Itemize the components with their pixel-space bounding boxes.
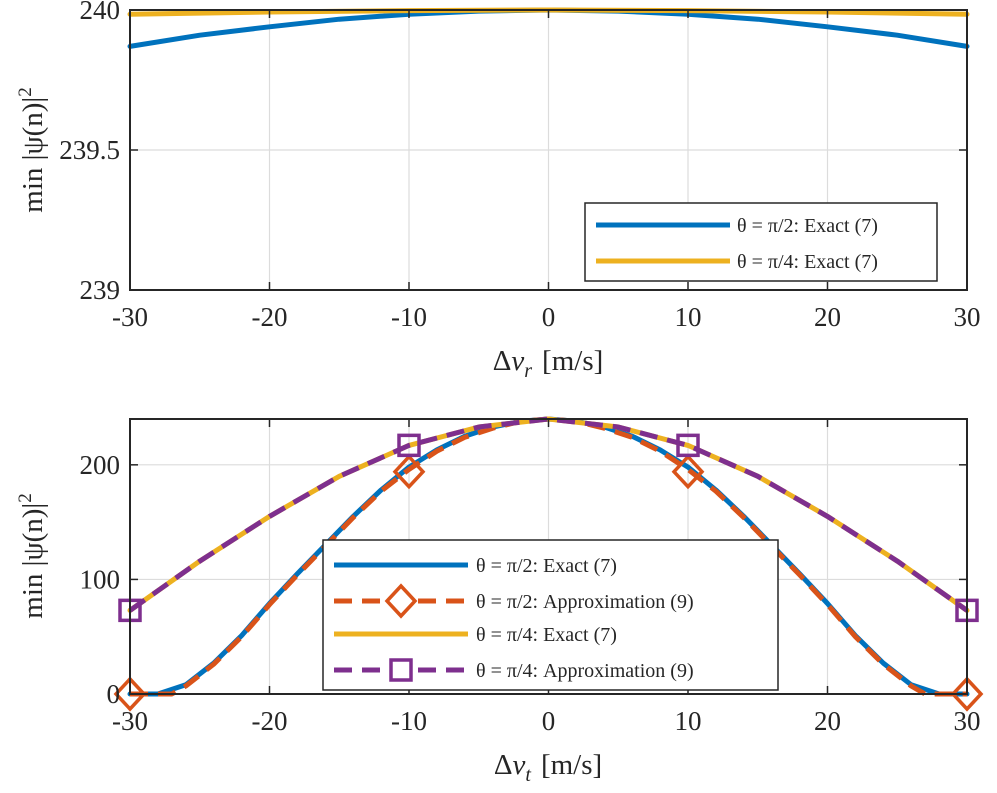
- bottom-ytick-label-1: 100: [80, 564, 121, 594]
- bottom-legend-label-0: θ = π/2: Exact (7): [476, 555, 617, 577]
- bottom-markers-group: [113, 433, 984, 712]
- top-ticks: -30 -20 -10 0 10 20 30 239 239.5 240: [59, 0, 980, 332]
- top-ytick-label-0: 239: [80, 275, 121, 305]
- bottom-marker-diamond-2: [671, 454, 705, 490]
- top-legend-label-0: θ = π/2: Exact (7): [737, 215, 878, 237]
- bottom-xlabel-delta: Δ: [494, 749, 513, 781]
- bottom-xlabel-var: v: [513, 749, 526, 781]
- bottom-ticks: -30 -20 -10 0 10 20 30 0 100 200: [80, 419, 981, 736]
- bottom-legend-label-2: θ = π/4: Exact (7): [476, 624, 617, 646]
- bottom-xtick-label-5: 20: [814, 706, 841, 736]
- bottom-xtick-label-1: -20: [252, 706, 288, 736]
- bottom-x-axis-label: Δvt [m/s]: [494, 749, 602, 786]
- bottom-y-axis-label: min |ψ(n)|2: [15, 493, 49, 618]
- bottom-xlabel-sub: t: [525, 764, 531, 786]
- top-legend-box: [584, 202, 938, 282]
- top-xtick-label-6: 30: [954, 302, 981, 332]
- top-legend: θ = π/2: Exact (7) θ = π/4: Exact (7): [584, 202, 938, 282]
- bottom-marker-diamond-3: [950, 676, 984, 712]
- bottom-legend-marker-square: [389, 658, 413, 682]
- bottom-xtick-label-4: 10: [675, 706, 702, 736]
- top-ytick-label-2: 240: [80, 0, 121, 25]
- bottom-marker-diamond-1: [392, 454, 426, 490]
- bottom-xtick-label-0: -30: [112, 706, 148, 736]
- top-y-axis-label: min |ψ(n)|2: [15, 87, 49, 212]
- top-xtick-label-5: 20: [814, 302, 841, 332]
- bottom-xtick-label-3: 0: [542, 706, 556, 736]
- top-xlabel-delta: Δ: [493, 345, 512, 377]
- top-chart: -30 -20 -10 0 10 20 30 239 239.5 240 Δvr [m/s] min…: [15, 0, 981, 382]
- top-xtick-label-3: 0: [542, 302, 556, 332]
- bottom-marker-square-2: [676, 433, 700, 458]
- bottom-legend-label-3: θ = π/4: Approximation (9): [476, 660, 694, 682]
- bottom-ylabel-sup: 2: [15, 493, 36, 503]
- bottom-legend-marker-diamond: [384, 583, 418, 619]
- bottom-xtick-label-6: 30: [954, 706, 981, 736]
- top-xtick-label-4: 10: [675, 302, 702, 332]
- bottom-chart: -30 -20 -10 0 10 20 30 0 100 200 Δvt [m/s] min |ψ(…: [15, 416, 984, 786]
- bottom-xtick-label-2: -10: [391, 706, 427, 736]
- bottom-marker-diamond-0: [113, 676, 147, 712]
- bottom-legend: θ = π/2: Exact (7) θ = π/2: Approximatio…: [322, 539, 779, 691]
- bottom-series-line-3: [128, 416, 969, 613]
- top-ytick-label-1: 239.5: [59, 135, 120, 165]
- bottom-marker-square-1: [397, 433, 421, 458]
- top-ylabel-text: min |ψ(n)|: [17, 97, 49, 213]
- top-xtick-label-0: -30: [112, 302, 148, 332]
- top-x-axis-label: Δvr [m/s]: [493, 345, 604, 382]
- top-xtick-label-1: -20: [252, 302, 288, 332]
- bottom-ytick-label-0: 0: [107, 679, 121, 709]
- top-xlabel-sub: r: [524, 360, 532, 382]
- top-ylabel-sup: 2: [15, 87, 36, 97]
- bottom-xlabel-unit: [m/s]: [541, 749, 602, 781]
- top-legend-label-1: θ = π/4: Exact (7): [737, 251, 878, 273]
- top-xlabel-unit: [m/s]: [542, 345, 603, 377]
- top-xtick-label-2: -10: [391, 302, 427, 332]
- top-xlabel-var: v: [511, 345, 524, 377]
- bottom-ytick-label-2: 200: [80, 450, 121, 480]
- bottom-legend-label-1: θ = π/2: Approximation (9): [476, 591, 694, 613]
- bottom-ylabel-text: min |ψ(n)|: [17, 503, 49, 619]
